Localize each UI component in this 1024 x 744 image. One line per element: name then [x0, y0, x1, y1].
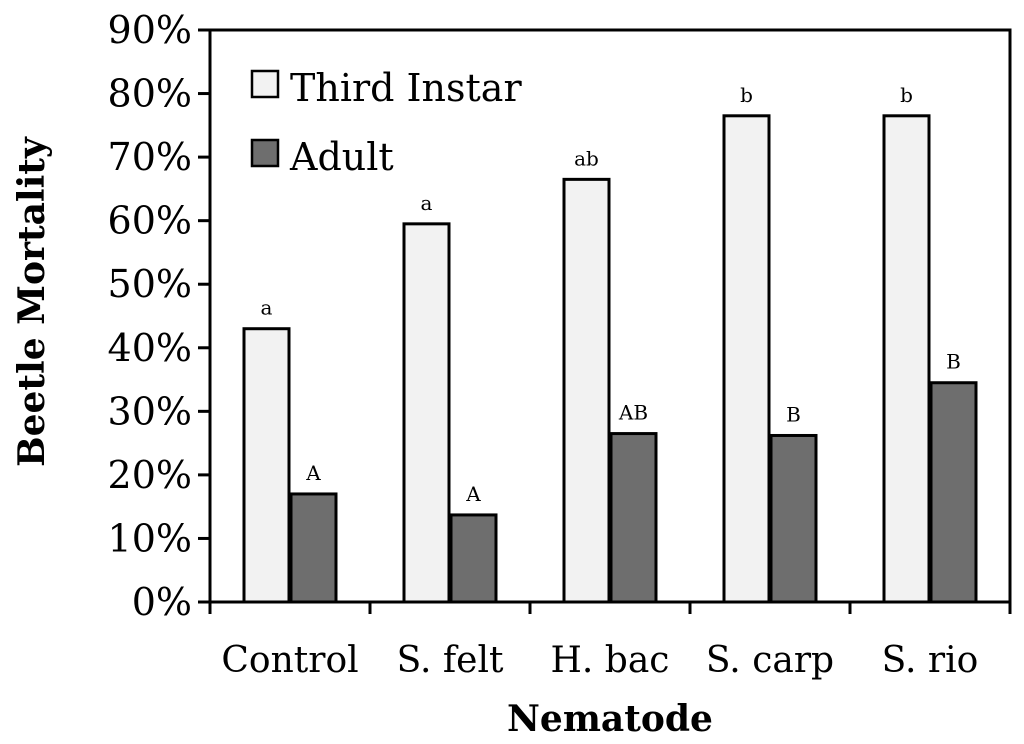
y-tick-label: 70% — [108, 135, 192, 179]
bar-adult — [929, 381, 978, 604]
y-tick-label: 90% — [108, 8, 192, 52]
bar-third-instar — [562, 177, 611, 604]
legend: Third Instar Adult — [250, 66, 522, 179]
bar-adult — [769, 433, 818, 604]
sig-label-adult: AB — [618, 401, 648, 425]
sig-label-adult: A — [305, 461, 321, 485]
x-category-labels: Control S. felt H. bac S. carp S. rio — [221, 640, 978, 681]
bars-layer — [242, 114, 978, 604]
sig-label-third-instar: b — [900, 83, 913, 107]
y-tick-label: 30% — [108, 389, 192, 433]
legend-swatch-third-instar — [250, 69, 280, 99]
bar-adult — [449, 513, 498, 604]
axes — [198, 28, 1012, 614]
sig-label-adult: A — [465, 482, 481, 506]
bar-third-instar — [882, 114, 931, 604]
bar-third-instar — [242, 327, 291, 604]
legend-swatch-adult — [250, 138, 280, 168]
y-tick-label: 20% — [108, 453, 192, 497]
y-tick-labels: 0% 10% 20% 30% 40% 50% 60% 70% 80% 90% — [108, 8, 192, 624]
significance-labels: a Aa Aab AB b Bb B — [261, 83, 961, 506]
y-tick-label: 60% — [108, 199, 192, 243]
y-tick-label: 50% — [108, 262, 192, 306]
sig-label-third-instar: b — [740, 83, 753, 107]
x-category-label: S. carp — [706, 640, 834, 681]
y-axis-title: Beetle Mortality — [11, 136, 53, 467]
legend-label-third-instar: Third Instar — [290, 66, 522, 110]
x-category-label: H. bac — [551, 640, 670, 681]
bar-adult — [289, 492, 338, 604]
y-tick-label: 80% — [108, 72, 192, 116]
bar-third-instar — [402, 222, 451, 604]
y-tick-label: 40% — [108, 326, 192, 370]
x-category-label: S. rio — [882, 640, 979, 681]
sig-label-third-instar: a — [421, 191, 433, 215]
x-category-label: Control — [221, 640, 358, 681]
sig-label-adult: B — [946, 350, 961, 374]
sig-label-third-instar: ab — [574, 146, 599, 170]
bar-adult — [609, 432, 658, 604]
x-axis-title: Nematode — [507, 698, 713, 740]
sig-label-third-instar: a — [261, 296, 273, 320]
bar-third-instar — [722, 114, 771, 604]
legend-label-adult: Adult — [289, 135, 394, 179]
y-tick-label: 0% — [132, 580, 192, 624]
y-tick-label: 10% — [108, 516, 192, 560]
x-category-label: S. felt — [397, 640, 504, 681]
sig-label-adult: B — [786, 402, 801, 426]
plot-frame — [208, 28, 1012, 604]
